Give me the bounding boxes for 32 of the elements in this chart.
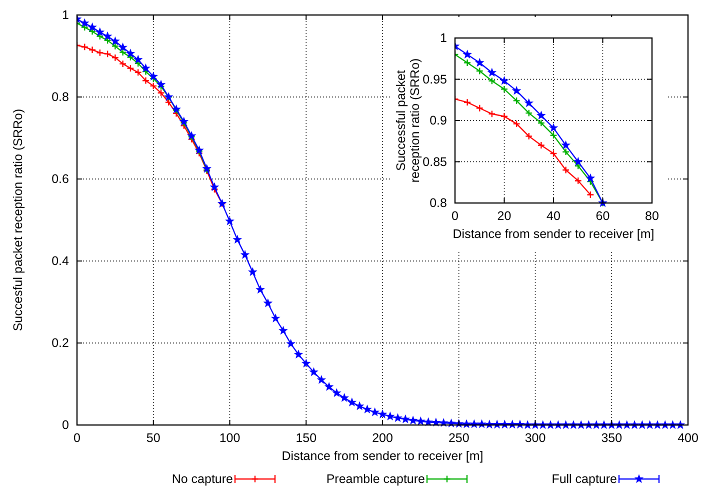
y-tick-label: 0.2	[52, 336, 70, 350]
legend-label: No capture	[172, 472, 234, 486]
y-tick-label: 1	[62, 8, 70, 22]
y-axis-title: Successful packet reception ratio (SRRo)	[394, 58, 422, 183]
x-tick-label: 0	[74, 431, 81, 445]
x-tick-label: 80	[645, 209, 659, 223]
x-tick-label: 200	[372, 431, 393, 445]
x-axis-title: Distance from sender to receiver [m]	[452, 227, 654, 241]
legend-label: Full capture	[552, 472, 618, 486]
x-tick-label: 250	[448, 431, 470, 445]
y-tick-label: 0.6	[52, 172, 70, 186]
y-tick-label: 0.4	[52, 254, 70, 268]
y-tick-label: 0.85	[422, 154, 448, 169]
y-tick-label: 1	[440, 31, 448, 45]
x-tick-label: 60	[596, 209, 610, 223]
y-axis-title: Succesful packet reception ratio (SRRo)	[11, 108, 25, 332]
x-tick-label: 0	[452, 209, 459, 223]
x-tick-label: 100	[219, 431, 240, 445]
x-tick-label: 400	[678, 431, 698, 445]
x-tick-label: 350	[601, 431, 622, 445]
y-tick-label: 0.9	[430, 114, 448, 128]
y-tick-label: 0	[62, 418, 70, 432]
y-tick-label: 0.95	[422, 72, 448, 86]
x-axis-title: Distance from sender to receiver [m]	[282, 449, 484, 463]
x-tick-label: 20	[497, 209, 512, 223]
legend-label: Preamble capture	[326, 472, 426, 486]
x-tick-label: 40	[546, 209, 560, 223]
y-tick-label: 0.8	[430, 196, 448, 210]
y-tick-label: 0.8	[52, 90, 70, 104]
x-tick-label: 150	[296, 431, 317, 445]
x-tick-label: 50	[146, 431, 160, 445]
x-tick-label: 300	[524, 431, 546, 445]
